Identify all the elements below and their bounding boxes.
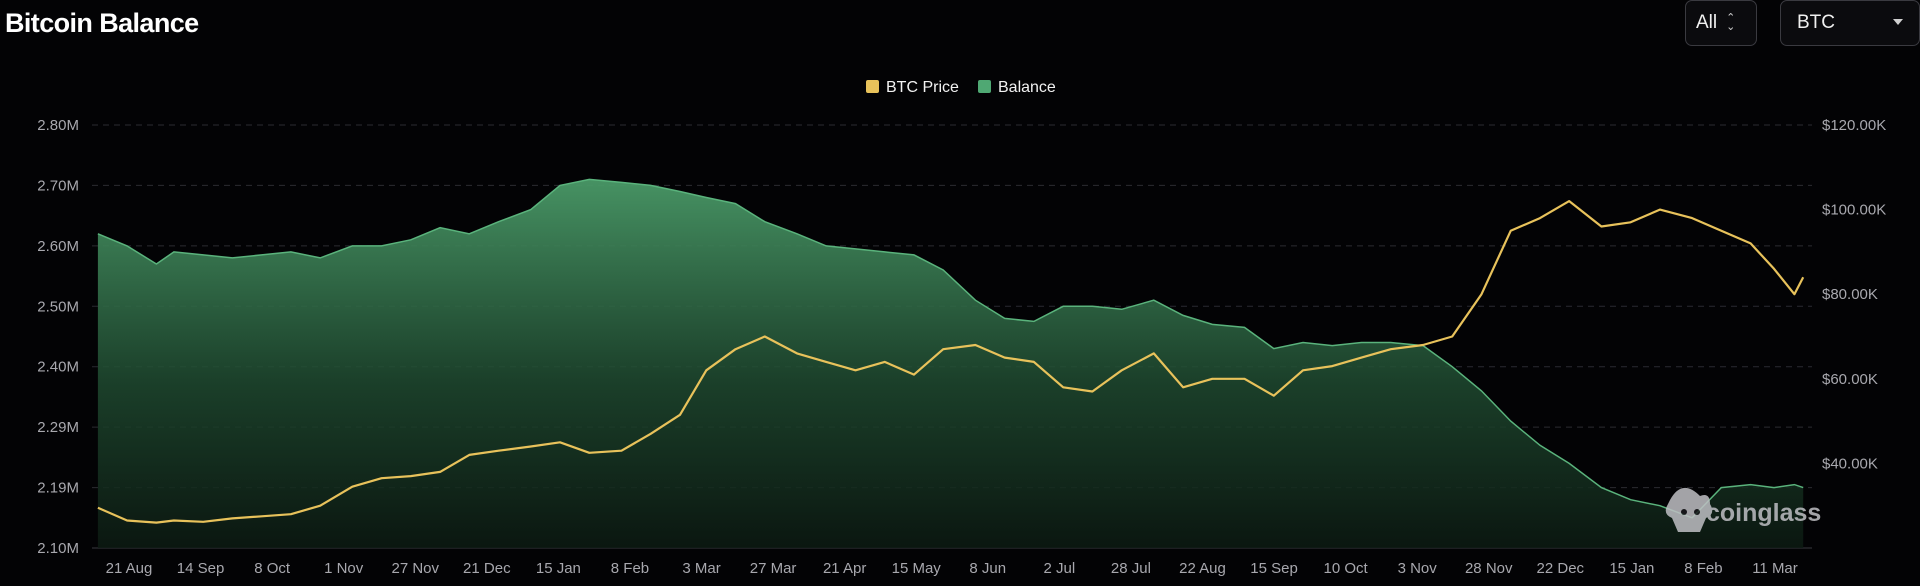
watermark-text: coinglass — [1706, 499, 1821, 527]
btc-price-line — [97, 200, 1805, 524]
legend-swatch-balance — [978, 80, 991, 93]
coin-select-value: BTC — [1797, 12, 1835, 33]
range-select[interactable]: All ⌃ ⌄ — [1685, 0, 1757, 46]
x-tick-label: 21 Dec — [463, 560, 511, 577]
x-tick-label: 14 Sep — [177, 560, 225, 577]
range-select-value: All — [1696, 12, 1718, 33]
x-tick-label: 3 Mar — [682, 560, 720, 577]
updown-chevron-icon: ⌃ ⌄ — [1726, 12, 1736, 33]
x-tick-label: 15 Jan — [1609, 560, 1654, 577]
x-tick-label: 28 Jul — [1111, 560, 1151, 577]
y-right-ticks: $40.00K $60.00K $80.00K $100.00K $120.00K — [1822, 117, 1886, 472]
x-tick-label: 2 Jul — [1044, 560, 1076, 577]
chart-legend: BTC Price Balance — [866, 79, 1056, 96]
y-left-tick-label: 2.70M — [37, 177, 79, 194]
x-tick-label: 8 Feb — [1684, 560, 1722, 577]
x-tick-label: 8 Oct — [254, 560, 291, 577]
y-right-tick-label: $100.00K — [1822, 202, 1886, 219]
y-right-tick-label: $80.00K — [1822, 286, 1878, 303]
x-tick-label: 27 Nov — [391, 560, 439, 577]
y-left-tick-label: 2.19M — [37, 480, 79, 497]
x-tick-label: 22 Aug — [1179, 560, 1226, 577]
x-tick-label: 15 Sep — [1250, 560, 1298, 577]
x-tick-label: 22 Dec — [1537, 560, 1585, 577]
balance-line — [97, 178, 1804, 519]
y-right-tick-label: $60.00K — [1822, 371, 1878, 388]
y-left-tick-label: 2.10M — [37, 540, 79, 557]
legend-swatch-btc-price — [866, 80, 879, 93]
x-tick-label: 11 Mar — [1752, 560, 1798, 577]
series-layer — [97, 178, 1805, 548]
legend-item-balance[interactable]: Balance — [978, 79, 1056, 96]
legend-label-btc-price: BTC Price — [886, 79, 959, 96]
y-left-tick-label: 2.40M — [37, 359, 79, 376]
legend-item-btc-price[interactable]: BTC Price — [866, 79, 959, 96]
x-tick-label: 15 May — [892, 560, 942, 577]
y-left-tick-label: 2.29M — [37, 419, 79, 436]
x-tick-label: 10 Oct — [1324, 560, 1369, 577]
x-tick-label: 21 Apr — [823, 560, 866, 577]
y-right-tick-label: $40.00K — [1822, 455, 1878, 472]
x-ticks: 21 Aug 14 Sep 8 Oct 1 Nov 27 Nov 21 Dec 15 Jan… — [106, 560, 1798, 577]
coinglass-logo-icon — [1665, 487, 1713, 532]
caret-down-icon — [1893, 19, 1903, 25]
y-left-tick-label: 2.50M — [37, 298, 79, 315]
page-title: Bitcoin Balance — [5, 8, 199, 38]
x-tick-label: 8 Feb — [611, 560, 649, 577]
x-tick-label: 21 Aug — [106, 560, 153, 577]
coin-select[interactable]: BTC — [1780, 0, 1920, 46]
y-left-tick-label: 2.60M — [37, 238, 79, 255]
y-left-tick-label: 2.80M — [37, 117, 79, 134]
x-tick-label: 15 Jan — [536, 560, 581, 577]
coinglass-watermark: coinglass — [1665, 487, 1821, 532]
legend-label-balance: Balance — [998, 79, 1056, 96]
y-left-ticks: 2.10M 2.19M 2.29M 2.40M 2.50M 2.60M 2.70M 2.80M — [37, 117, 79, 557]
balance-area — [97, 179, 1804, 548]
x-tick-label: 27 Mar — [750, 560, 797, 577]
x-tick-label: 28 Nov — [1465, 560, 1513, 577]
y-right-tick-label: $120.00K — [1822, 117, 1886, 134]
x-tick-label: 1 Nov — [324, 560, 364, 577]
x-tick-label: 3 Nov — [1398, 560, 1438, 577]
x-tick-label: 8 Jun — [969, 560, 1006, 577]
